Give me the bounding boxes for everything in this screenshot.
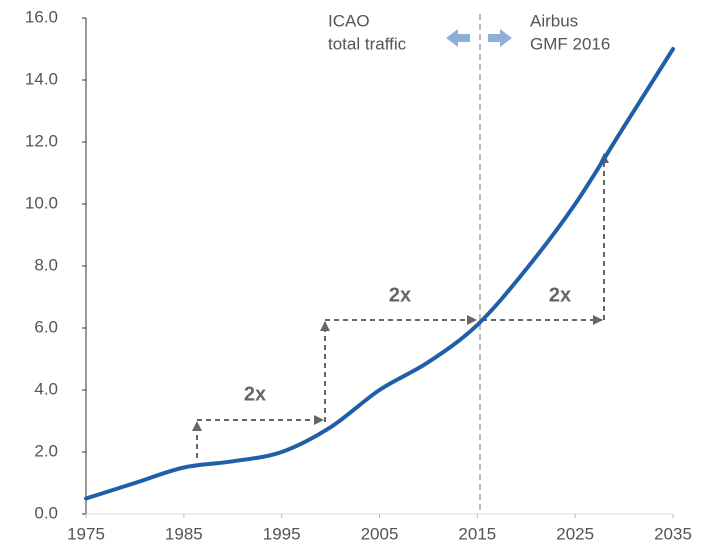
y-tick-label: 16.0 xyxy=(25,7,58,26)
x-tick-label: 2005 xyxy=(361,524,399,543)
left-label: ICAO xyxy=(328,11,370,30)
annotation: 2x xyxy=(244,383,266,405)
x-tick-label: 1975 xyxy=(67,524,105,543)
x-tick-label: 1985 xyxy=(165,524,203,543)
annotation: 2x xyxy=(389,284,411,306)
y-tick-label: 6.0 xyxy=(34,317,58,336)
left-arrow xyxy=(446,29,470,47)
x-tick-label: 1995 xyxy=(263,524,301,543)
right-label: Airbus xyxy=(530,11,578,30)
y-tick-label: 14.0 xyxy=(25,69,58,88)
x-tick-label: 2025 xyxy=(556,524,594,543)
y-tick-label: 12.0 xyxy=(25,131,58,150)
x-tick-label: 2015 xyxy=(458,524,496,543)
x-tick-label: 2035 xyxy=(654,524,692,543)
annotation: 2x xyxy=(549,284,571,306)
y-tick-label: 0.0 xyxy=(34,503,58,522)
y-tick-label: 4.0 xyxy=(34,379,58,398)
y-tick-label: 8.0 xyxy=(34,255,58,274)
y-tick-label: 2.0 xyxy=(34,441,58,460)
y-tick-label: 10.0 xyxy=(25,193,58,212)
right-label: GMF 2016 xyxy=(530,34,610,53)
line xyxy=(84,47,675,501)
right-arrow xyxy=(488,29,512,47)
left-label: total traffic xyxy=(328,34,407,53)
